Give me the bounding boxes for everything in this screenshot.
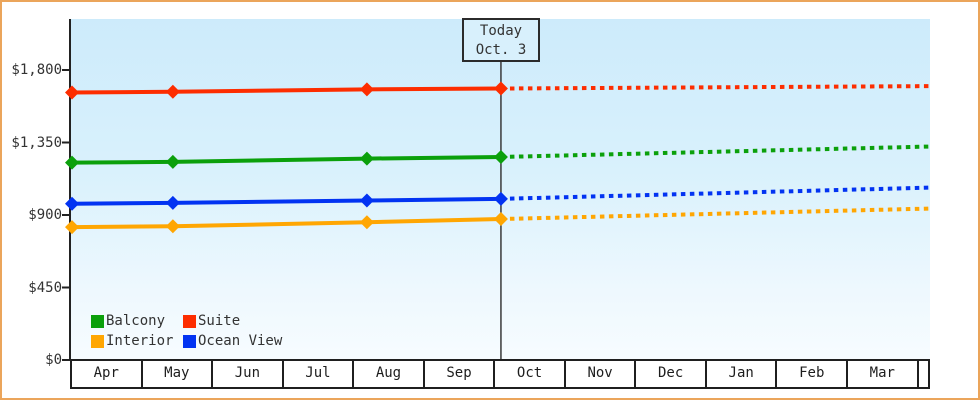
- legend-swatch-icon: [183, 314, 196, 328]
- series-line-suite: [65, 81, 930, 100]
- x-axis-month-cell-jan: Jan: [707, 361, 778, 387]
- x-axis-month-cell-dec: Dec: [636, 361, 707, 387]
- data-point-diamond: [165, 154, 180, 169]
- legend-label: Ocean View: [198, 333, 283, 349]
- x-axis-month-cell-feb: Feb: [777, 361, 849, 387]
- x-axis-month-cell-apr: Apr: [72, 361, 143, 387]
- history-line: [70, 155, 503, 165]
- x-axis-month-cell-sep: Sep: [425, 361, 496, 387]
- data-point-diamond: [65, 220, 79, 235]
- x-axis-month-cell-oct: Oct: [495, 361, 566, 387]
- history-line: [70, 196, 503, 206]
- data-point-diamond: [65, 85, 79, 100]
- chart-legend: Balcony Suite Interior Ocean View: [91, 311, 282, 351]
- x-axis-filler-cell: [919, 361, 928, 387]
- today-label: Today: [479, 23, 523, 39]
- legend-row: Balcony Suite: [91, 311, 282, 331]
- x-axis-month-cell-jun: Jun: [213, 361, 284, 387]
- today-date: Oct. 3: [475, 42, 527, 58]
- data-point-diamond: [65, 155, 79, 170]
- data-point-diamond: [359, 82, 374, 97]
- forecast-dotted-line: [500, 206, 930, 222]
- series-line-interior: [65, 206, 930, 235]
- plot-area-background: [70, 19, 930, 360]
- forecast-dotted-line: [500, 185, 930, 201]
- y-axis-tick-label: $0: [45, 352, 62, 368]
- y-axis-tick-label: $1,800: [11, 62, 62, 78]
- series-line-balcony: [65, 144, 930, 170]
- legend-swatch-icon: [183, 334, 196, 348]
- legend-swatch-icon: [91, 314, 104, 328]
- data-point-diamond: [359, 193, 374, 208]
- today-annotation-box: Today Oct. 3: [462, 18, 540, 62]
- series-line-ocean-view: [65, 185, 930, 211]
- history-line: [70, 217, 503, 230]
- x-axis-month-cell-mar: Mar: [848, 361, 919, 387]
- data-point-diamond: [493, 150, 508, 164]
- data-point-diamond: [165, 84, 180, 99]
- legend-label: Interior: [106, 333, 174, 349]
- data-point-diamond: [493, 212, 508, 227]
- x-axis-month-cell-nov: Nov: [566, 361, 637, 387]
- y-axis-tick-label: $900: [28, 207, 62, 223]
- legend-item-balcony: Balcony: [91, 313, 183, 329]
- legend-row: Interior Ocean View: [91, 331, 282, 351]
- forecast-dotted-line: [500, 84, 930, 91]
- data-point-diamond: [65, 196, 79, 211]
- x-axis-month-row: Apr May Jun Jul Aug Sep Oct Nov Dec Jan Feb Mar: [70, 359, 930, 389]
- data-point-diamond: [165, 195, 180, 210]
- legend-swatch-icon: [91, 334, 104, 348]
- legend-label: Suite: [198, 313, 241, 329]
- forecast-dotted-line: [500, 144, 930, 159]
- y-axis-tick-label: $1,350: [11, 134, 62, 151]
- x-axis-month-cell-jul: Jul: [284, 361, 355, 387]
- legend-label: Balcony: [106, 313, 166, 329]
- history-line: [70, 86, 503, 95]
- legend-item-suite: Suite: [183, 313, 240, 329]
- data-point-diamond: [359, 151, 374, 166]
- x-axis-month-cell-may: May: [143, 361, 214, 387]
- data-point-diamond: [493, 81, 508, 96]
- x-axis-month-cell-aug: Aug: [354, 361, 425, 387]
- data-point-diamond: [493, 191, 508, 206]
- legend-item-interior: Interior: [91, 333, 183, 349]
- y-axis-tick-label: $450: [28, 279, 62, 296]
- data-point-diamond: [165, 219, 180, 234]
- legend-item-ocean-view: Ocean View: [183, 333, 282, 349]
- data-point-diamond: [359, 215, 374, 230]
